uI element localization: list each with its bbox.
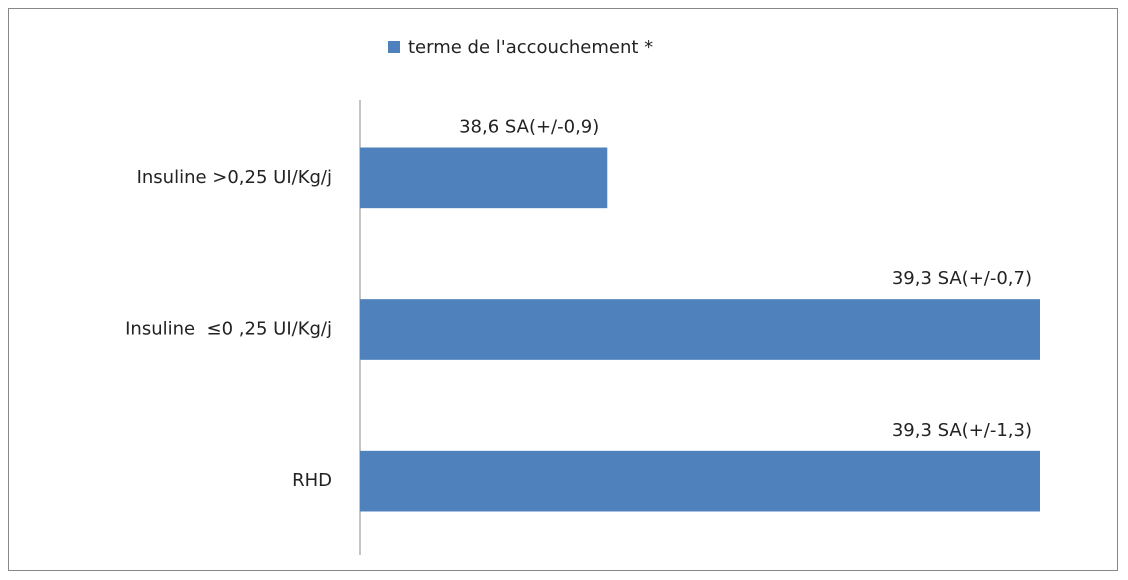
data-label: 39,3 SA(+/-1,3) bbox=[892, 420, 1032, 441]
y-tick-label: RHD bbox=[292, 470, 332, 491]
y-tick-label: Insuline ≤0 ,25 UI/Kg/j bbox=[125, 319, 332, 340]
data-label: 39,3 SA(+/-0,7) bbox=[892, 268, 1032, 289]
legend-swatch bbox=[388, 41, 400, 53]
bar bbox=[360, 450, 1040, 512]
legend-label: terme de l'accouchement * bbox=[408, 37, 653, 58]
bar bbox=[360, 147, 608, 209]
y-tick-label: Insuline >0,25 UI/Kg/j bbox=[137, 167, 332, 188]
data-label: 38,6 SA(+/-0,9) bbox=[459, 117, 599, 138]
bar bbox=[360, 299, 1040, 360]
